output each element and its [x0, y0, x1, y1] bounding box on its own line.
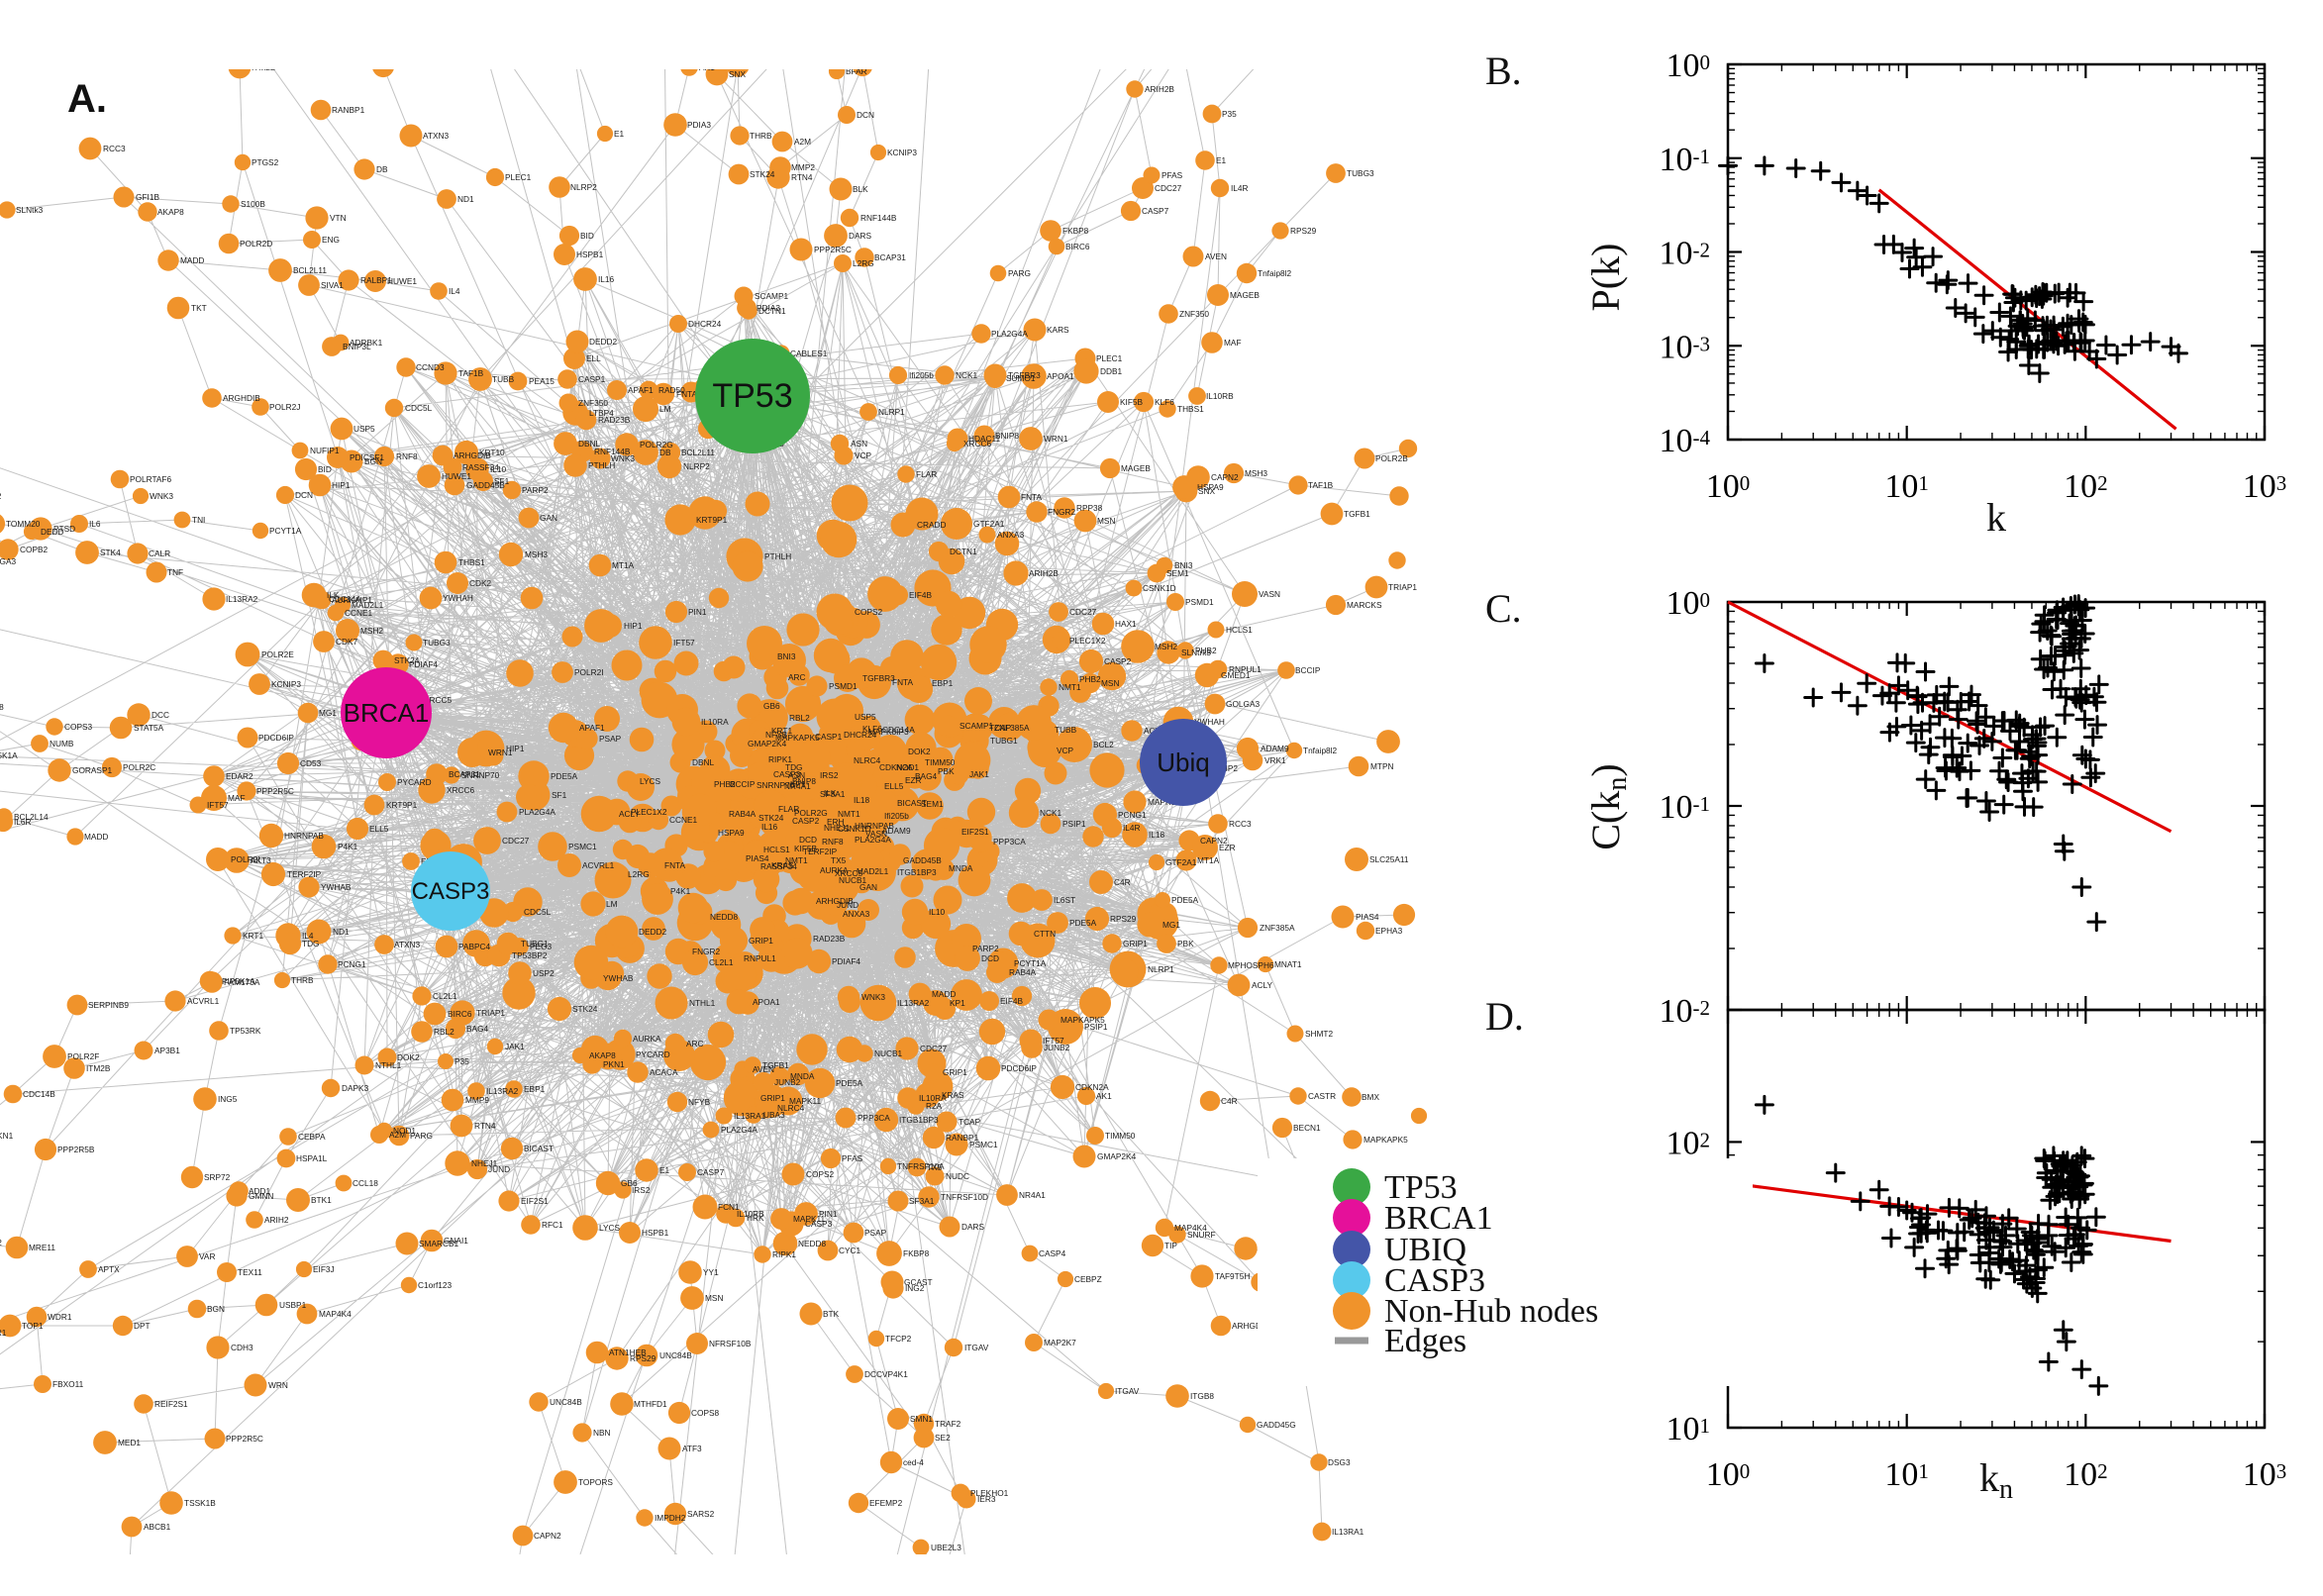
svg-text:Edges: Edges — [1384, 1323, 1466, 1359]
